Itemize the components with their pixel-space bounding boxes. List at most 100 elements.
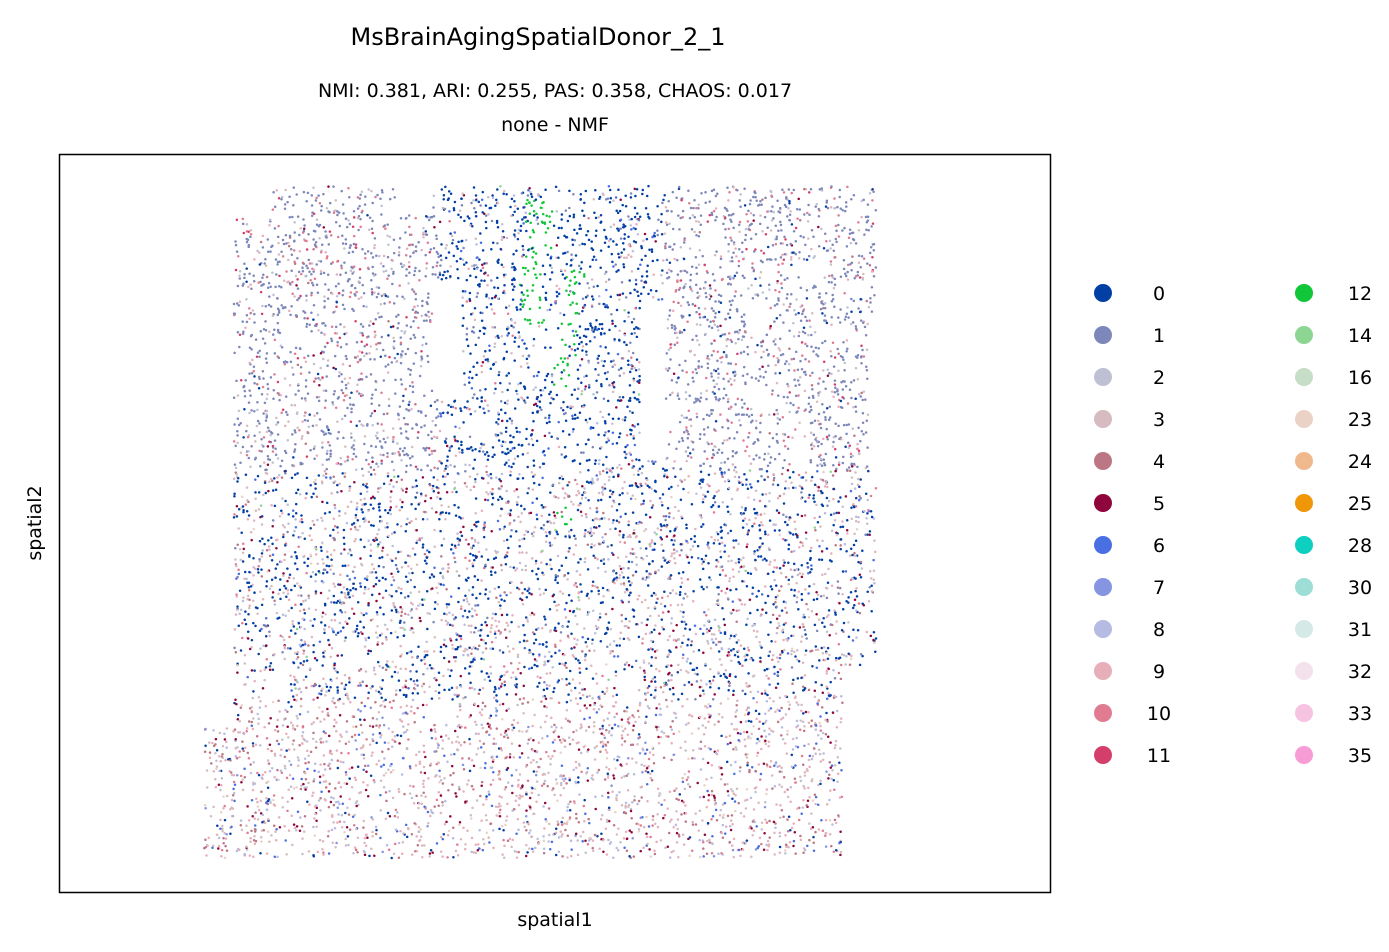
scatter-point xyxy=(663,474,666,478)
scatter-point xyxy=(550,266,553,269)
scatter-point xyxy=(780,770,783,774)
scatter-point xyxy=(330,646,334,650)
scatter-point xyxy=(320,516,323,520)
scatter-point xyxy=(787,362,791,366)
scatter-point xyxy=(489,822,493,825)
scatter-point xyxy=(337,430,340,434)
scatter-point xyxy=(398,405,402,408)
scatter-point xyxy=(544,244,547,247)
scatter-point xyxy=(577,820,581,824)
scatter-point xyxy=(438,781,441,784)
scatter-point xyxy=(425,640,428,644)
scatter-point xyxy=(387,768,390,771)
scatter-point xyxy=(559,830,562,833)
scatter-point xyxy=(391,437,395,441)
scatter-point xyxy=(693,757,696,760)
scatter-point xyxy=(515,794,518,798)
scatter-point xyxy=(262,328,266,331)
scatter-point xyxy=(518,538,521,542)
scatter-point xyxy=(543,801,547,805)
scatter-point xyxy=(801,622,805,626)
scatter-point xyxy=(798,375,802,379)
scatter-point xyxy=(522,711,525,715)
scatter-point xyxy=(430,666,433,670)
scatter-point xyxy=(315,819,318,822)
scatter-point xyxy=(312,650,315,654)
scatter-point xyxy=(583,704,587,707)
scatter-point xyxy=(573,349,577,352)
scatter-point xyxy=(541,737,544,740)
scatter-point xyxy=(326,341,329,345)
scatter-point xyxy=(565,289,568,293)
scatter-point xyxy=(714,300,717,303)
scatter-point xyxy=(576,839,579,842)
scatter-point xyxy=(322,773,325,777)
scatter-point xyxy=(737,738,740,742)
scatter-point xyxy=(672,753,675,757)
scatter-point xyxy=(494,387,497,391)
scatter-point xyxy=(526,465,529,469)
scatter-point xyxy=(684,740,687,744)
scatter-point xyxy=(727,362,730,365)
scatter-point xyxy=(647,825,651,828)
scatter-point xyxy=(859,298,862,301)
scatter-point xyxy=(587,383,591,387)
scatter-point xyxy=(505,670,508,674)
scatter-point xyxy=(568,433,571,436)
scatter-point xyxy=(711,679,715,682)
scatter-point xyxy=(773,578,776,582)
scatter-point xyxy=(324,324,327,327)
scatter-point xyxy=(654,686,658,689)
scatter-point xyxy=(483,272,486,275)
scatter-point xyxy=(682,269,685,273)
scatter-point xyxy=(430,449,434,453)
scatter-point xyxy=(685,660,689,663)
scatter-point xyxy=(380,204,383,208)
scatter-point xyxy=(575,817,578,820)
scatter-point xyxy=(270,767,274,770)
scatter-point xyxy=(454,514,458,517)
scatter-point xyxy=(833,356,837,359)
scatter-point xyxy=(293,352,297,356)
scatter-point xyxy=(579,696,582,700)
scatter-point xyxy=(808,795,811,799)
scatter-point xyxy=(305,199,308,203)
scatter-point xyxy=(505,613,509,617)
scatter-point xyxy=(267,281,271,285)
scatter-point xyxy=(854,496,858,500)
scatter-point xyxy=(413,711,416,715)
scatter-point xyxy=(465,485,468,488)
scatter-point xyxy=(287,420,290,423)
scatter-point xyxy=(782,191,786,194)
scatter-point xyxy=(256,474,260,478)
scatter-point xyxy=(527,442,531,446)
scatter-point xyxy=(763,831,766,835)
scatter-point xyxy=(607,479,611,482)
scatter-point xyxy=(801,312,804,316)
scatter-point xyxy=(685,778,689,782)
scatter-point xyxy=(306,392,310,395)
scatter-point xyxy=(252,557,255,560)
scatter-point xyxy=(559,639,562,642)
scatter-point xyxy=(264,704,268,708)
scatter-point xyxy=(506,645,510,648)
scatter-point xyxy=(779,256,783,259)
scatter-point xyxy=(349,500,353,504)
scatter-point xyxy=(487,454,490,458)
scatter-point xyxy=(513,229,517,232)
scatter-point xyxy=(752,724,755,728)
scatter-point xyxy=(371,291,374,294)
scatter-point xyxy=(508,630,511,633)
scatter-point xyxy=(276,313,280,317)
scatter-point xyxy=(750,855,753,859)
scatter-point xyxy=(302,652,305,655)
scatter-point xyxy=(780,726,784,729)
scatter-point xyxy=(852,543,856,547)
scatter-point xyxy=(351,250,355,254)
scatter-point xyxy=(342,586,346,589)
scatter-point xyxy=(346,406,349,410)
scatter-point xyxy=(560,377,563,380)
scatter-point xyxy=(506,781,510,784)
scatter-point xyxy=(660,618,664,621)
scatter-point xyxy=(825,435,829,439)
